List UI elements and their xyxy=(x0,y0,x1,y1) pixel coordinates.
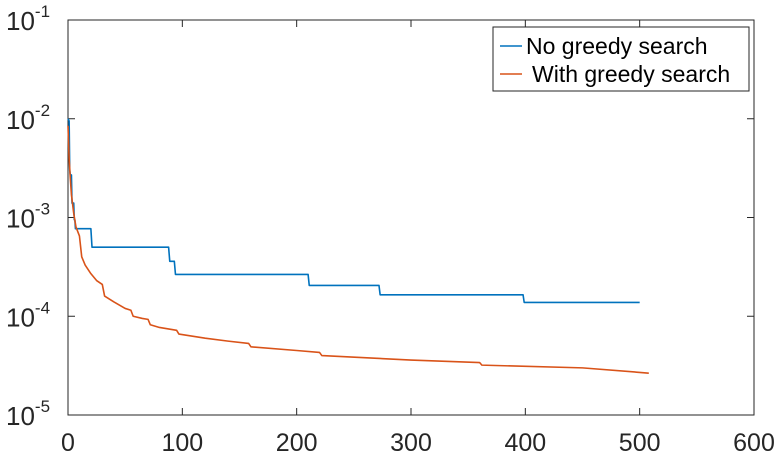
y-tick-label: 10-5 xyxy=(6,397,50,431)
x-tick-label: 400 xyxy=(504,429,546,455)
x-tick-label: 300 xyxy=(390,429,432,455)
x-tick-labels: 0 100 200 300 400 500 600 xyxy=(61,429,775,455)
y-tick-label: 10-4 xyxy=(6,298,50,332)
series-line-0 xyxy=(67,118,640,304)
x-tick-label: 100 xyxy=(161,429,203,455)
x-tick-label: 0 xyxy=(61,429,75,455)
y-tick-label: 10-3 xyxy=(6,200,50,234)
y-tick-labels: 10-5 10-4 10-3 10-2 10-1 xyxy=(6,2,50,431)
legend-label-no-greedy: No greedy search xyxy=(526,33,708,59)
x-tick-label: 600 xyxy=(733,429,775,455)
y-tick-label: 10-1 xyxy=(6,2,50,36)
legend: No greedy search With greedy search xyxy=(492,26,750,92)
y-tick-label: 10-2 xyxy=(6,101,50,135)
legend-box xyxy=(492,26,750,92)
axis-ticks xyxy=(67,19,755,416)
x-tick-label: 500 xyxy=(619,429,661,455)
x-tick-label: 200 xyxy=(276,429,318,455)
series-line-1 xyxy=(67,125,649,374)
data-series xyxy=(67,118,649,374)
legend-label-with-greedy: With greedy search xyxy=(532,61,730,87)
